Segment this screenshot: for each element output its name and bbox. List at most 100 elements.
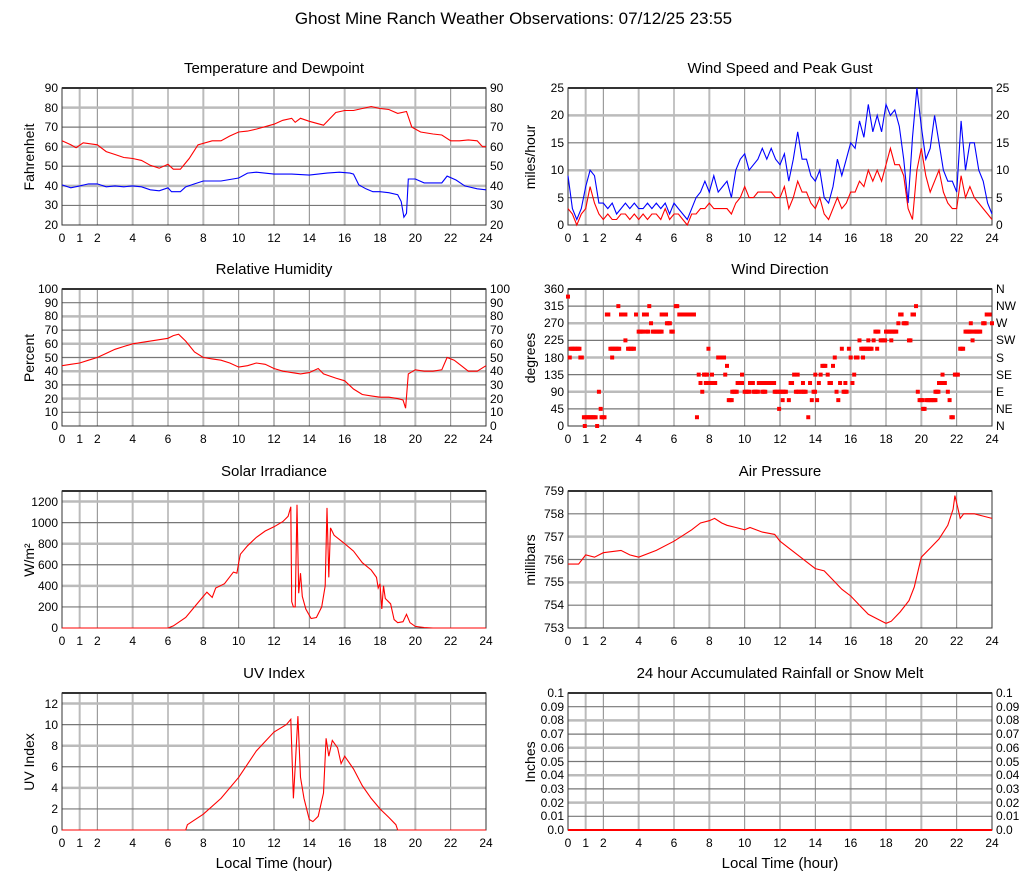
wind-direction-point: [806, 415, 811, 420]
wind-direction-point: [700, 389, 705, 394]
y-tick-label: 10: [44, 717, 58, 732]
x-tick-label: 4: [129, 432, 136, 446]
plot-area: [567, 87, 993, 227]
y-tick-label: 70: [44, 120, 58, 135]
wind-direction-point: [796, 389, 801, 394]
y-axis-label: Fahrenheit: [21, 123, 37, 190]
y-tick-label-right: 0.07: [996, 727, 1020, 742]
x-tick-label: 0: [58, 231, 66, 245]
x-tick-label: 14: [302, 634, 316, 648]
wind-direction-point: [978, 329, 983, 334]
x-tick-label: 18: [373, 231, 387, 245]
wind-direction-point: [915, 389, 920, 394]
chart-title: Air Pressure: [738, 463, 822, 480]
y-tick-label: 30: [44, 377, 58, 392]
series-line-peak-gust: [567, 87, 993, 221]
y-tick-label-right: 60: [490, 139, 504, 154]
x-tick-label: 6: [670, 634, 678, 648]
y-tick-label: 10: [44, 405, 58, 420]
wind-direction-point: [961, 346, 966, 351]
wind-direction-point: [940, 372, 945, 377]
y-tick-label: 8: [51, 738, 58, 753]
x-tick-label: 20: [914, 432, 928, 446]
y-tick-label: 20: [550, 108, 564, 123]
wind-direction-point: [813, 389, 818, 394]
wind-direction-point: [567, 355, 572, 360]
wind-direction-point: [945, 389, 950, 394]
series-line-wind-speed: [567, 146, 993, 227]
y-tick-label-right: NE: [996, 401, 1013, 416]
wind-direction-point: [704, 372, 709, 377]
x-tick-label: 1: [76, 432, 83, 446]
wind-direction-point: [649, 321, 654, 326]
y-tick-label-right: SE: [996, 367, 1013, 382]
y-tick-label: 759: [543, 484, 564, 498]
x-tick-label: 12: [267, 432, 281, 446]
y-tick-label: 4: [51, 780, 58, 795]
wind-direction-point: [813, 372, 818, 377]
wind-direction-point: [644, 312, 649, 317]
y-tick-label-right: 0: [996, 218, 1003, 232]
x-tick-label: 10: [737, 634, 752, 648]
x-tick-label: 22: [443, 432, 458, 446]
y-tick-label-right: 0.06: [996, 740, 1020, 755]
x-tick-label: 10: [231, 836, 246, 850]
x-tick-label: 14: [302, 231, 316, 245]
y-tick-label-right: 50: [490, 159, 504, 174]
y-tick-label: 25: [550, 81, 564, 95]
wind-direction-point: [631, 346, 636, 351]
wind-direction-point: [763, 389, 768, 394]
x-tick-label: 22: [949, 231, 964, 245]
x-tick-label: 2: [599, 634, 607, 648]
wind-direction-point: [947, 398, 952, 403]
y-tick-label: 0.0: [547, 823, 564, 837]
wind-direction-point: [713, 380, 718, 385]
x-tick-label: 12: [267, 836, 281, 850]
y-tick-label-right: 90: [490, 81, 504, 95]
x-tick-label: 18: [879, 432, 893, 446]
wind-direction-point: [848, 355, 853, 360]
plot-area: [61, 288, 487, 427]
y-tick-label-right: 30: [490, 377, 504, 392]
wind-direction-point: [832, 355, 837, 360]
y-tick-label-right: W: [996, 316, 1008, 331]
x-tick-label: 16: [843, 836, 858, 850]
y-axis-label: miles/hour: [522, 124, 538, 189]
y-tick-label: 0: [51, 419, 58, 433]
x-tick-label: 18: [879, 634, 893, 648]
y-tick-label: 200: [37, 599, 58, 614]
wind-direction-point: [616, 304, 621, 309]
y-tick-label: 0.01: [540, 809, 564, 824]
x-tick-label: 24: [985, 836, 999, 850]
chart-title: Relative Humidity: [215, 261, 333, 278]
wind-direction-point: [772, 380, 777, 385]
wind-direction-point: [598, 406, 603, 411]
y-tick-label: 0.08: [540, 713, 564, 728]
y-tick-label-right: 0.05: [996, 754, 1020, 769]
wind-direction-point: [623, 312, 628, 317]
chart-title: Temperature and Dewpoint: [183, 60, 365, 77]
x-tick-label: 2: [93, 634, 101, 648]
x-tick-label: 14: [302, 432, 316, 446]
wind-direction-point: [709, 372, 714, 377]
y-tick-label-right: 0.02: [996, 795, 1020, 810]
wind-direction-point: [908, 338, 913, 343]
y-tick-label-right: 0.01: [996, 809, 1020, 824]
y-tick-label-right: 90: [490, 295, 504, 310]
y-tick-label-right: 0.09: [996, 699, 1020, 714]
wind-direction-point: [936, 389, 941, 394]
wind-direction-point: [876, 329, 881, 334]
y-tick-label-right: 0.04: [996, 768, 1020, 783]
x-tick-label: 16: [337, 432, 352, 446]
y-tick-label: 800: [37, 536, 58, 551]
x-tick-label: 14: [808, 836, 822, 850]
x-tick-label: 22: [443, 231, 458, 245]
x-tick-label: 22: [949, 634, 964, 648]
x-tick-label: 1: [582, 836, 589, 850]
y-tick-label: 754: [543, 598, 564, 613]
chart-title: Solar Irradiance: [221, 463, 327, 480]
series-line-temperature: [61, 106, 486, 170]
uv-index-chart: UV Index UV Index 0 2 4 6 8 10 12 0 1 2 4 6 8 10 12 14 16 1…: [21, 665, 493, 872]
y-tick-label: 20: [44, 391, 58, 406]
